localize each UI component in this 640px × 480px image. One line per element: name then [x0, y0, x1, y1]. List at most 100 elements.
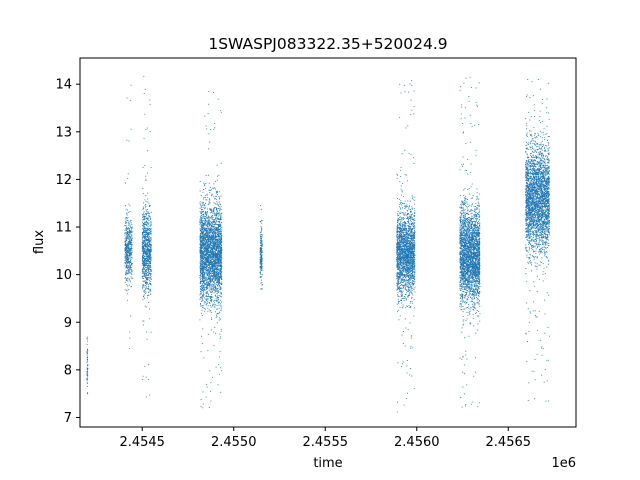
- data-point: [146, 279, 148, 281]
- data-point: [200, 250, 202, 252]
- data-point: [150, 241, 152, 243]
- data-point: [125, 205, 127, 207]
- data-point: [125, 247, 127, 249]
- data-point: [127, 178, 129, 180]
- data-point: [128, 250, 130, 252]
- data-point: [260, 261, 262, 263]
- data-point: [204, 266, 206, 268]
- data-point: [218, 299, 219, 301]
- data-point: [202, 245, 204, 247]
- data-point: [208, 284, 210, 286]
- data-point: [407, 329, 409, 331]
- data-point: [218, 251, 220, 253]
- data-point: [131, 271, 133, 273]
- data-point: [128, 236, 130, 238]
- data-point: [216, 238, 218, 240]
- data-point: [124, 247, 126, 248]
- data-point: [145, 236, 147, 237]
- data-point: [218, 261, 220, 263]
- data-point: [220, 260, 222, 262]
- data-point: [202, 274, 204, 276]
- data-point: [125, 213, 127, 215]
- data-point: [201, 219, 202, 220]
- data-point: [150, 212, 152, 214]
- data-point: [216, 254, 218, 256]
- data-point: [220, 299, 221, 301]
- data-point: [87, 379, 88, 381]
- data-point: [207, 211, 208, 213]
- data-point: [219, 351, 221, 353]
- data-point: [219, 245, 221, 246]
- data-point: [220, 243, 222, 245]
- data-point: [208, 258, 210, 260]
- data-point: [148, 248, 150, 250]
- data-point: [87, 392, 88, 394]
- data-point: [209, 305, 211, 307]
- data-point: [143, 223, 145, 225]
- data-point: [130, 264, 132, 266]
- data-point: [130, 260, 132, 262]
- data-point: [214, 244, 216, 245]
- data-point: [201, 212, 203, 214]
- data-point: [149, 273, 151, 274]
- data-point: [150, 238, 152, 240]
- data-point: [86, 375, 88, 377]
- data-point: [216, 292, 218, 294]
- data-point: [211, 247, 213, 248]
- data-point: [142, 238, 144, 240]
- data-point: [207, 275, 209, 277]
- data-points: [86, 75, 550, 413]
- data-point: [144, 271, 146, 272]
- data-point: [200, 216, 202, 218]
- data-point: [199, 217, 201, 219]
- data-point: [145, 245, 146, 247]
- data-point: [261, 228, 263, 230]
- data-point: [259, 271, 261, 273]
- data-point: [399, 229, 401, 231]
- data-point: [200, 228, 201, 230]
- data-point: [141, 228, 143, 230]
- data-point: [145, 258, 147, 260]
- data-point: [204, 218, 206, 220]
- data-point: [200, 221, 202, 223]
- data-point: [205, 280, 207, 282]
- data-point: [143, 262, 144, 264]
- data-point: [124, 248, 126, 250]
- data-point: [260, 250, 262, 252]
- data-point: [127, 272, 129, 274]
- data-point: [208, 226, 210, 227]
- data-point: [145, 243, 147, 245]
- data-point: [203, 278, 205, 280]
- data-point: [201, 290, 203, 292]
- data-point: [220, 195, 222, 197]
- data-point: [219, 213, 221, 215]
- data-point: [200, 282, 202, 284]
- data-point: [199, 283, 201, 285]
- data-point: [124, 233, 126, 235]
- data-point: [219, 258, 221, 260]
- data-point: [129, 280, 131, 282]
- data-point: [204, 264, 206, 266]
- data-point: [201, 240, 203, 242]
- data-point: [145, 285, 147, 287]
- data-point: [208, 252, 210, 254]
- data-point: [211, 241, 213, 243]
- data-point: [147, 248, 149, 250]
- data-point: [129, 267, 131, 269]
- data-point: [145, 213, 147, 215]
- data-point: [207, 270, 209, 272]
- data-point: [199, 219, 201, 221]
- data-point: [203, 230, 205, 232]
- data-point: [145, 221, 147, 223]
- data-point: [203, 210, 204, 212]
- data-point: [206, 243, 208, 245]
- data-point: [211, 229, 213, 231]
- data-point: [148, 257, 150, 259]
- data-point: [215, 249, 217, 251]
- data-point: [200, 212, 202, 214]
- data-point: [211, 268, 213, 270]
- data-point: [126, 264, 128, 266]
- data-point: [208, 242, 210, 244]
- data-point: [218, 226, 219, 228]
- data-point: [213, 183, 215, 185]
